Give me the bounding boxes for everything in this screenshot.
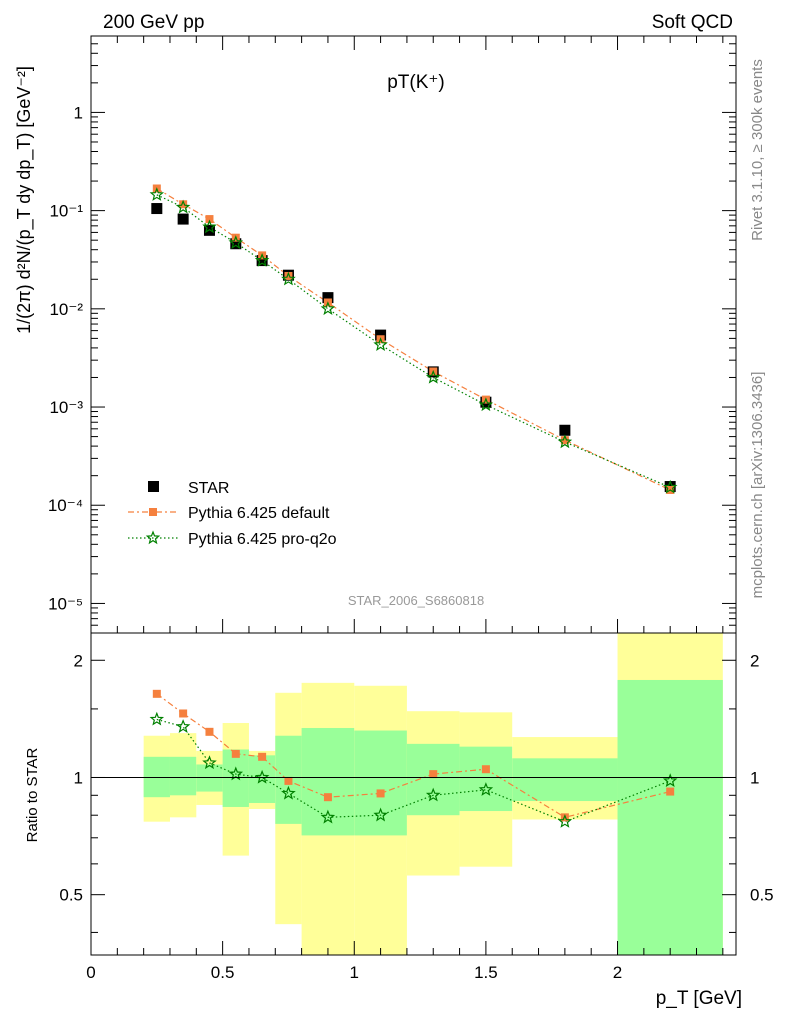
ratio-point-proq2o-4 [254, 769, 270, 784]
ratio-point-proq2o-7 [373, 807, 388, 822]
ratio-point-default-8 [429, 770, 438, 779]
ratio-line-proq2o [156, 718, 671, 823]
point-proq2o-11 [662, 479, 678, 494]
ratio-point-default-10 [560, 813, 569, 822]
legend-label-star: STAR [188, 480, 229, 497]
ratio-point-default-11 [666, 787, 675, 796]
point-proq2o-7 [373, 337, 388, 352]
ratio-point-proq2o-8 [425, 787, 441, 802]
ratio-point-default-4 [258, 752, 267, 761]
main-ytick-label: 10⁻⁵ [48, 594, 83, 613]
band-inner-8 [406, 743, 460, 816]
legend-label-proq2o: Pythia 6.425 pro-q2o [188, 531, 337, 548]
xtick-label: 1.5 [474, 963, 498, 982]
ratio-point-default-0 [152, 689, 161, 698]
band-inner-9 [459, 746, 513, 812]
ratio-point-proq2o-10 [557, 814, 573, 828]
axes-layer: 1 10⁻¹ 10⁻² 10⁻³ 10⁻⁴ 10⁻⁵ 0 0.5 1 1.5 2 0.5 0.5 1 1 2 2 [48, 35, 774, 982]
ratio-ytick-label: 0.5 [59, 886, 83, 905]
band-inner-3 [222, 749, 249, 807]
ratio-point-default-1 [179, 709, 188, 718]
ratio-ytick-label: 2 [74, 651, 83, 670]
ratio-point-proq2o-6 [320, 809, 336, 824]
legend-marker-default [149, 508, 157, 516]
main-ylabel: 1/(2π) d²N/(p_T dy dp_T) [GeV⁻²] [14, 66, 35, 334]
point-proq2o-3 [228, 235, 244, 250]
point-proq2o-8 [425, 369, 441, 384]
ratio-point-default-3 [231, 749, 240, 758]
ratio-axes-frame [90, 632, 737, 956]
ratio-point-default-5 [284, 776, 293, 785]
band-inner-1 [169, 756, 197, 796]
xtick-label: 0 [86, 963, 95, 982]
point-star-0 [151, 203, 163, 215]
point-star-10 [559, 424, 571, 436]
plot-title: pT(K⁺) [387, 72, 445, 93]
point-proq2o-4 [254, 252, 270, 267]
main-ytick-label: 10⁻¹ [49, 202, 83, 221]
point-default-2 [205, 215, 214, 224]
band-inner-10 [512, 758, 618, 802]
watermark: STAR_2006_S6860818 [348, 593, 484, 608]
ratio-ytick-label-right: 0.5 [750, 886, 774, 905]
band-inner-11 [617, 679, 723, 955]
legend-marker-star [148, 481, 159, 492]
point-star-4 [256, 255, 268, 267]
main-line-proq2o [156, 194, 671, 488]
point-star-6 [322, 292, 334, 304]
ratio-point-proq2o-1 [175, 719, 191, 733]
point-proq2o-6 [320, 301, 336, 316]
ratio-ylabel: Ratio to STAR [24, 747, 41, 842]
ratio-point-proq2o-9 [478, 782, 494, 796]
ratio-point-default-6 [323, 793, 332, 802]
xtick-label: 0.5 [211, 963, 235, 982]
ratio-point-proq2o-5 [281, 785, 296, 800]
point-star-7 [375, 329, 387, 341]
point-default-5 [284, 271, 293, 280]
band-inner-2 [196, 764, 223, 792]
header-right: Soft QCD [652, 12, 733, 33]
main-ytick-label: 1 [74, 103, 83, 122]
ratio-point-default-7 [376, 789, 385, 798]
point-proq2o-9 [478, 397, 494, 412]
ratio-uncertainty-bands [143, 633, 723, 955]
ratio-point-proq2o-3 [228, 766, 244, 781]
ratio-ytick-label-right: 1 [750, 768, 759, 787]
ratio-ytick-label: 1 [74, 768, 83, 787]
main-line-default [156, 187, 671, 491]
x-axis-label: p_T [GeV] [656, 988, 742, 1009]
ratio-ytick-label-right: 2 [750, 651, 759, 670]
point-default-10 [560, 436, 569, 445]
main-ytick-label: 10⁻³ [49, 398, 83, 417]
legend: STAR Pythia 6.425 default Pythia 6.425 p… [128, 480, 337, 548]
ratio-point-default-2 [205, 727, 214, 736]
legend-marker-proq2o [145, 530, 161, 545]
ratio-point-proq2o-2 [202, 755, 217, 770]
point-star-3 [230, 238, 242, 250]
point-proq2o-0 [149, 187, 165, 201]
header-left: 200 GeV pp [103, 12, 204, 33]
rivet-label: Rivet 3.1.10, ≥ 300k events [749, 59, 766, 241]
point-default-1 [179, 200, 188, 209]
xtick-label: 1 [350, 963, 359, 982]
main-ytick-label: 10⁻⁴ [48, 496, 83, 515]
xtick-label: 2 [613, 963, 622, 982]
point-proq2o-2 [202, 219, 217, 234]
legend-label-default: Pythia 6.425 default [188, 505, 330, 522]
point-proq2o-5 [281, 271, 296, 286]
band-inner-7 [354, 730, 407, 836]
point-star-1 [177, 213, 189, 225]
point-proq2o-1 [175, 199, 191, 214]
main-ytick-label: 10⁻² [49, 300, 83, 319]
point-proq2o-10 [557, 434, 573, 449]
band-inner-4 [248, 755, 276, 803]
mcplots-label: mcplots.cern.ch [arXiv:1306.3436] [749, 372, 766, 599]
ratio-point-proq2o-11 [662, 773, 678, 788]
ratio-point-proq2o-0 [149, 711, 165, 726]
ratio-point-default-9 [481, 765, 490, 774]
